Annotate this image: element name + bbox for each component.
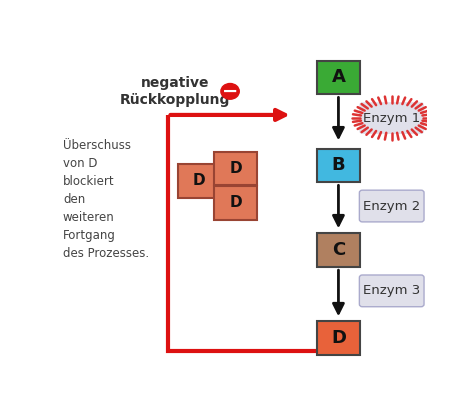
Text: B: B — [332, 156, 345, 174]
Text: Enzym 1: Enzym 1 — [363, 111, 420, 124]
Text: negative
Rückkopplung: negative Rückkopplung — [120, 76, 230, 107]
Text: D: D — [331, 329, 346, 347]
FancyBboxPatch shape — [214, 186, 257, 220]
FancyBboxPatch shape — [317, 322, 360, 355]
Text: Enzym 3: Enzym 3 — [363, 284, 420, 297]
FancyBboxPatch shape — [317, 60, 360, 94]
Text: D: D — [229, 195, 242, 211]
Text: C: C — [332, 241, 345, 259]
FancyBboxPatch shape — [359, 190, 424, 222]
FancyBboxPatch shape — [359, 102, 424, 134]
Text: −: − — [222, 82, 238, 101]
Text: A: A — [331, 68, 346, 86]
FancyBboxPatch shape — [317, 233, 360, 267]
FancyBboxPatch shape — [178, 164, 220, 197]
Circle shape — [221, 84, 239, 99]
Text: Enzym 2: Enzym 2 — [363, 200, 420, 213]
FancyBboxPatch shape — [214, 152, 257, 185]
FancyBboxPatch shape — [317, 149, 360, 182]
FancyBboxPatch shape — [359, 275, 424, 307]
Text: Überschuss
von D
blockiert
den
weiteren
Fortgang
des Prozesses.: Überschuss von D blockiert den weiteren … — [63, 139, 149, 260]
Text: D: D — [192, 173, 205, 188]
Text: D: D — [229, 161, 242, 176]
